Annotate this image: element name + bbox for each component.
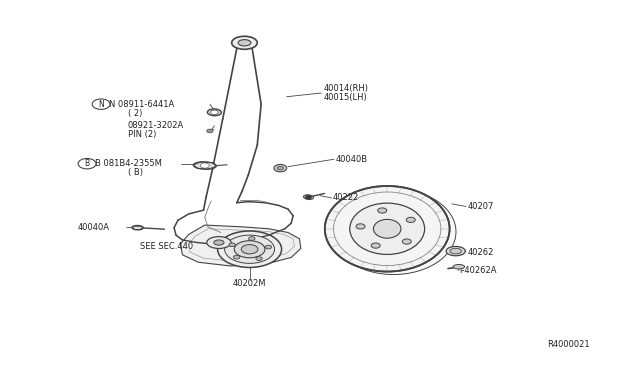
- Circle shape: [229, 243, 236, 247]
- Ellipse shape: [225, 235, 275, 263]
- Text: PIN (2): PIN (2): [128, 130, 156, 139]
- Text: 40014(RH): 40014(RH): [323, 84, 368, 93]
- Circle shape: [305, 195, 312, 199]
- Ellipse shape: [374, 219, 401, 238]
- Text: R4000021: R4000021: [547, 340, 590, 349]
- Text: B: B: [84, 159, 90, 168]
- Ellipse shape: [332, 189, 456, 275]
- Ellipse shape: [207, 109, 221, 116]
- Ellipse shape: [207, 237, 231, 248]
- Circle shape: [248, 237, 255, 240]
- Text: ( B): ( B): [128, 168, 143, 177]
- Text: 40015(LH): 40015(LH): [323, 93, 367, 102]
- Circle shape: [403, 239, 412, 244]
- Ellipse shape: [232, 36, 257, 49]
- Polygon shape: [180, 225, 301, 266]
- Text: ( 2): ( 2): [128, 109, 142, 118]
- Circle shape: [356, 224, 365, 229]
- Ellipse shape: [324, 186, 450, 272]
- Ellipse shape: [446, 246, 465, 256]
- Ellipse shape: [218, 231, 282, 267]
- Text: i-40262A: i-40262A: [460, 266, 497, 275]
- Text: SEE SEC.440: SEE SEC.440: [140, 242, 193, 251]
- Circle shape: [200, 163, 209, 168]
- Ellipse shape: [214, 240, 224, 245]
- Text: 40262: 40262: [467, 248, 493, 257]
- Ellipse shape: [241, 245, 258, 254]
- Ellipse shape: [450, 248, 461, 254]
- Text: N: N: [99, 100, 104, 109]
- Circle shape: [277, 166, 284, 170]
- Circle shape: [406, 217, 415, 222]
- Circle shape: [371, 243, 380, 248]
- Ellipse shape: [234, 241, 265, 258]
- Text: 40040A: 40040A: [78, 223, 110, 232]
- Circle shape: [234, 255, 240, 259]
- Ellipse shape: [238, 40, 251, 46]
- Text: B 081B4-2355M: B 081B4-2355M: [95, 159, 161, 168]
- Text: 08921-3202A: 08921-3202A: [128, 121, 184, 130]
- Text: 40207: 40207: [467, 202, 493, 211]
- Circle shape: [256, 257, 262, 260]
- Circle shape: [378, 208, 387, 213]
- Circle shape: [207, 129, 213, 133]
- Text: 40202M: 40202M: [233, 279, 266, 288]
- Text: 40222: 40222: [333, 193, 359, 202]
- Text: 40040B: 40040B: [336, 155, 368, 164]
- Circle shape: [92, 99, 110, 109]
- Circle shape: [274, 164, 287, 172]
- Text: N 08911-6441A: N 08911-6441A: [109, 100, 174, 109]
- Circle shape: [211, 110, 218, 115]
- Ellipse shape: [193, 162, 216, 169]
- Circle shape: [265, 245, 271, 249]
- Ellipse shape: [349, 203, 425, 254]
- Circle shape: [78, 158, 96, 169]
- Ellipse shape: [132, 225, 143, 230]
- Ellipse shape: [303, 195, 314, 199]
- Ellipse shape: [453, 264, 465, 269]
